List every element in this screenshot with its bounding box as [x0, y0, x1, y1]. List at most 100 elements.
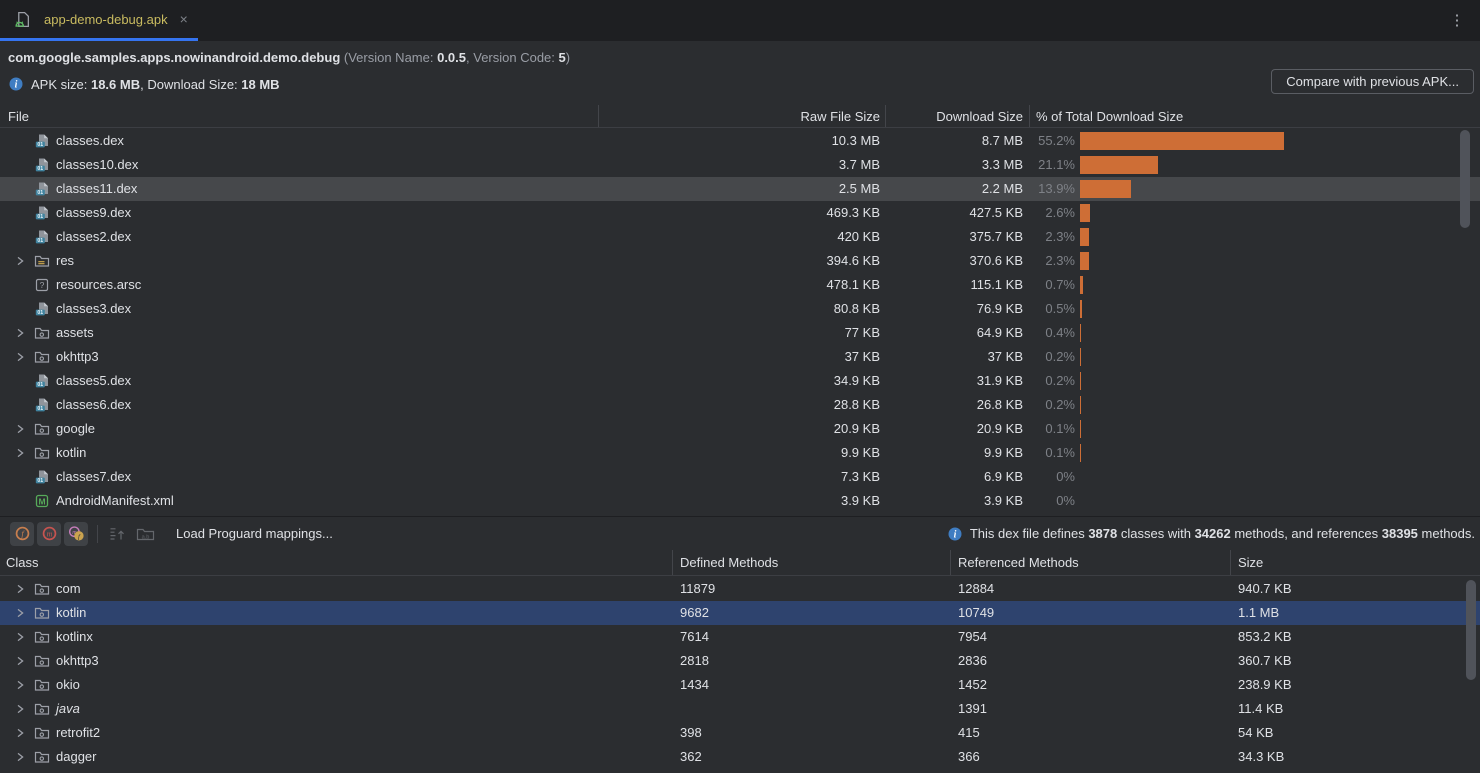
overflow-menu-icon[interactable]: ⋮ — [1448, 7, 1466, 33]
column-header-referenced-methods[interactable]: Referenced Methods — [958, 550, 1079, 576]
svg-text:01: 01 — [37, 238, 43, 244]
toolbar-separator — [97, 525, 98, 543]
tab-close-icon[interactable]: × — [180, 12, 188, 26]
file-name: classes10.dex — [56, 153, 138, 177]
pct-of-total: 0% — [1056, 465, 1075, 489]
dex-icon: 01 — [34, 397, 50, 413]
raw-file-size: 3.7 MB — [839, 153, 880, 177]
dex-references-count: 38395 — [1382, 526, 1418, 541]
dex-info-banner: i This dex file defines 3878 classes wit… — [947, 517, 1475, 550]
folder-pkg-icon — [34, 629, 50, 645]
column-divider — [885, 105, 886, 127]
file-name: classes9.dex — [56, 201, 131, 225]
defined-methods: 398 — [680, 721, 702, 745]
column-header-size[interactable]: Size — [1238, 550, 1263, 576]
compare-previous-apk-button[interactable]: Compare with previous APK... — [1271, 69, 1474, 94]
defined-methods: 7614 — [680, 625, 709, 649]
file-name: classes.dex — [56, 129, 124, 153]
dex-icon: 01 — [34, 133, 50, 149]
class-name-cell: okio — [0, 673, 660, 697]
column-divider — [950, 550, 951, 575]
download-size: 9.9 KB — [984, 441, 1023, 465]
package-grouping-icon[interactable]: a.b — [134, 523, 156, 545]
download-size-bar — [1080, 300, 1082, 318]
referenced-methods: 1391 — [958, 697, 987, 721]
class-name-cell: kotlin — [0, 601, 660, 625]
arsc-icon: ? — [34, 277, 50, 293]
package-name: okio — [56, 673, 80, 697]
file-name-cell: ?resources.arsc — [0, 273, 598, 297]
file-name: kotlin — [56, 441, 86, 465]
svg-text:a.b: a.b — [141, 534, 149, 540]
column-header-file[interactable]: File — [8, 105, 29, 128]
version-code: 5 — [559, 50, 566, 65]
file-name: classes6.dex — [56, 393, 131, 417]
file-name-cell: kotlin — [0, 441, 598, 465]
column-header-download-size[interactable]: Download Size — [936, 105, 1023, 128]
fields-filter-icon[interactable]: f — [10, 522, 34, 546]
package-name: okhttp3 — [56, 649, 99, 673]
methods-filter-icon[interactable]: m — [37, 522, 61, 546]
download-size: 6.9 KB — [984, 465, 1023, 489]
tab-title: app-demo-debug.apk — [44, 12, 168, 27]
package-size: 54 KB — [1238, 721, 1273, 745]
column-header-pct-total[interactable]: % of Total Download Size — [1036, 105, 1183, 128]
svg-text:01: 01 — [37, 190, 43, 196]
column-header-defined-methods[interactable]: Defined Methods — [680, 550, 778, 576]
download-size: 37 KB — [988, 345, 1023, 369]
svg-text:M: M — [38, 497, 45, 507]
file-table-scrollbar[interactable] — [1460, 130, 1470, 228]
folder-pkg-icon — [34, 445, 50, 461]
tab-apk-analyzer[interactable]: app-demo-debug.apk × — [0, 0, 200, 38]
class-table-scrollbar[interactable] — [1466, 580, 1476, 680]
column-header-raw-file-size[interactable]: Raw File Size — [801, 105, 880, 128]
file-name: google — [56, 417, 95, 441]
version-name: 0.0.5 — [437, 50, 466, 65]
svg-text:01: 01 — [37, 478, 43, 484]
svg-text:01: 01 — [37, 406, 43, 412]
column-header-class[interactable]: Class — [6, 550, 39, 576]
pct-of-total: 0.5% — [1045, 297, 1075, 321]
download-size: 20.9 KB — [977, 417, 1023, 441]
folder-pkg-icon — [34, 349, 50, 365]
download-size: 8.7 MB — [982, 129, 1023, 153]
sort-tree-icon[interactable] — [106, 523, 128, 545]
download-size: 375.7 KB — [970, 225, 1024, 249]
dex-icon: 01 — [34, 181, 50, 197]
load-proguard-mappings-action[interactable]: Load Proguard mappings... — [176, 526, 333, 541]
download-size: 26.8 KB — [977, 393, 1023, 417]
class-table-header: Class Defined Methods Referenced Methods… — [0, 550, 1480, 576]
download-size: 3.9 KB — [984, 489, 1023, 513]
